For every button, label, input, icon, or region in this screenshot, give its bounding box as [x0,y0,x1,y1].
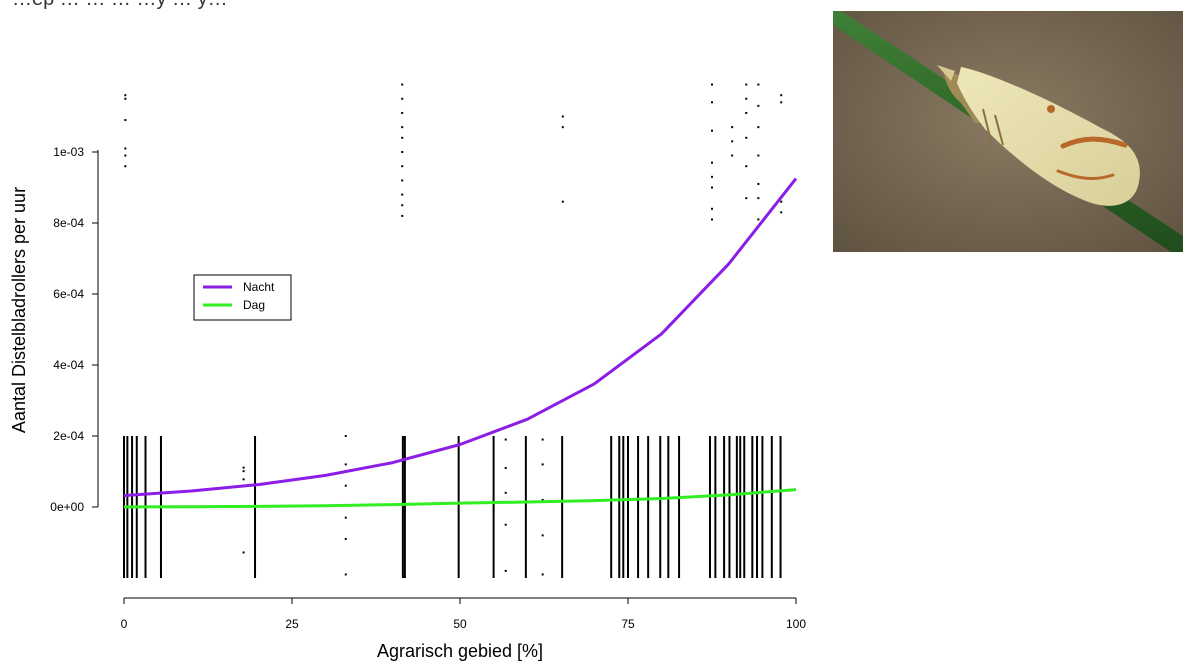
observation-point [745,97,748,100]
fitted-curves [123,177,798,509]
observation-point [504,491,507,494]
observation-point [344,537,347,540]
legend-label-dag: Dag [243,298,265,312]
y-tick-label: 0e+00 [50,500,84,514]
series-line-nacht [123,177,798,498]
series-line-dag [123,488,797,509]
observation-point [541,438,544,441]
page-title-fragment: …ep … … … …y … y… [0,0,820,14]
observation-point [757,197,760,200]
legend-label-nacht: Nacht [243,280,275,294]
x-tick-label: 0 [121,617,128,631]
x-ticks: 0 25 50 75 100 [121,598,806,631]
observation-point [757,83,760,86]
observation-point [401,193,404,196]
chart: 0e+00 2e-04 4e-04 6e-04 8e-04 1e-03 0 25 50 75 10… [9,83,806,661]
observation-point [711,129,713,132]
observation-point [124,119,127,122]
observation-point [344,516,347,519]
observation-point [344,463,347,466]
observation-point [401,97,404,100]
observation-columns [123,436,782,578]
x-axis-label: Agrarisch gebied [%] [377,641,543,661]
observation-point [711,186,713,189]
observation-point [504,569,507,572]
observation-point [745,136,748,139]
observation-point [242,466,245,469]
observation-point [757,126,760,129]
observation-point [401,204,404,207]
observation-point [745,83,748,86]
y-tick-label: 1e-03 [53,145,84,159]
observation-point [757,218,760,221]
y-axis-label: Aantal Distelbladrollers per uur [9,187,29,433]
observation-point [124,147,127,150]
observation-point [401,214,404,217]
observation-point [745,111,748,114]
observation-point [242,470,245,473]
observation-point [731,126,734,129]
observation-point [561,200,564,203]
observation-point [780,94,783,97]
observation-point [344,435,347,437]
legend-box [193,274,292,321]
observation-point [731,140,734,143]
moth-photo [833,11,1183,252]
x-tick-label: 50 [453,617,467,631]
observation-point [711,218,713,221]
observation-point [711,83,713,86]
observation-point [124,165,127,168]
observation-point [124,154,127,157]
observation-point [401,126,404,129]
observation-point [757,104,760,107]
x-tick-label: 75 [621,617,635,631]
y-tick-label: 2e-04 [53,429,84,443]
observation-point [344,484,347,487]
observation-point [401,136,404,139]
y-tick-label: 8e-04 [53,216,84,230]
title-text: …ep … … … …y … y… [12,0,228,11]
observation-point [731,154,734,157]
y-tick-label: 6e-04 [53,287,84,301]
observation-point [561,126,564,129]
x-tick-label: 25 [285,617,299,631]
observation-point [711,161,713,164]
observation-point [757,182,760,185]
observation-point [711,207,713,210]
observation-point [780,101,783,104]
observation-point [780,211,783,214]
x-tick-label: 100 [786,617,806,631]
observation-point [124,97,127,100]
observation-point [757,154,760,157]
observation-point [242,551,245,554]
observation-point [401,151,404,153]
observation-point [124,94,127,97]
observation-point [780,200,783,203]
observation-point [344,573,347,576]
axes: 0e+00 2e-04 4e-04 6e-04 8e-04 1e-03 0 25 50 75 10… [9,145,806,661]
observation-point [504,438,507,441]
observation-point [541,463,544,466]
observation-point [401,111,404,114]
observation-point [242,478,245,481]
y-tick-label: 4e-04 [53,358,84,372]
legend: Nacht Dag [193,274,292,321]
observation-point [561,115,564,118]
observation-point [401,83,404,86]
moth [937,65,1140,206]
observation-point [504,466,507,469]
observation-point [541,534,544,537]
observation-point [541,498,544,501]
observation-point [504,523,507,526]
observation-point [745,197,748,200]
observation-point [541,573,544,576]
y-ticks: 0e+00 2e-04 4e-04 6e-04 8e-04 1e-03 [50,145,98,514]
observation-points [124,83,783,576]
observation-point [711,175,713,178]
observation-point [745,165,748,168]
observation-point [401,165,404,168]
observation-point [401,179,404,182]
observation-point [711,101,713,104]
